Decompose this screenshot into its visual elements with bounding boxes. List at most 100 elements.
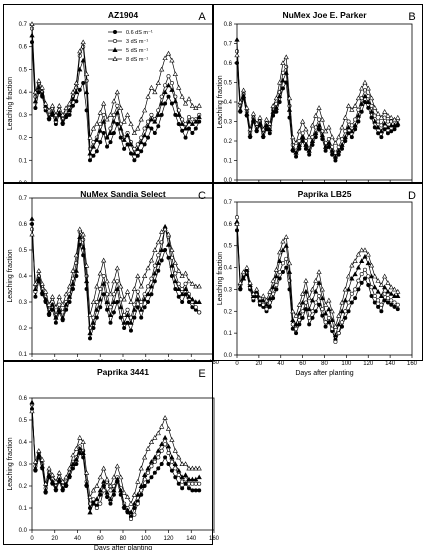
data-point bbox=[365, 99, 371, 104]
data-point bbox=[336, 152, 341, 157]
data-point bbox=[131, 150, 137, 156]
data-point bbox=[83, 262, 90, 268]
data-point bbox=[39, 84, 45, 90]
data-point bbox=[356, 278, 361, 283]
data-point bbox=[189, 281, 195, 286]
data-point bbox=[135, 273, 141, 278]
data-point bbox=[46, 309, 52, 315]
data-point bbox=[128, 328, 133, 333]
data-point bbox=[165, 443, 172, 449]
data-point bbox=[349, 135, 354, 140]
data-point bbox=[131, 130, 137, 136]
data-point bbox=[29, 227, 34, 232]
data-point bbox=[322, 144, 329, 149]
data-point bbox=[142, 454, 148, 460]
data-point bbox=[66, 294, 73, 299]
data-point bbox=[186, 465, 192, 471]
data-point bbox=[73, 445, 79, 451]
data-point bbox=[300, 118, 306, 124]
data-point bbox=[163, 455, 168, 460]
x-tick-label: 80 bbox=[321, 361, 328, 367]
data-point bbox=[169, 459, 174, 464]
data-point bbox=[107, 483, 114, 488]
data-point bbox=[159, 448, 164, 453]
data-point bbox=[332, 140, 339, 145]
data-point bbox=[111, 292, 116, 297]
chart-panel-a: AZ1904A0204060801001201401600.00.10.20.3… bbox=[3, 4, 220, 205]
data-point bbox=[152, 131, 157, 136]
data-point bbox=[88, 158, 93, 163]
x-tick-label: 60 bbox=[97, 536, 104, 542]
data-point bbox=[108, 501, 113, 506]
legend-label: 8 dS m⁻¹ bbox=[126, 57, 148, 63]
data-point bbox=[182, 270, 189, 276]
data-point bbox=[33, 294, 38, 299]
data-point bbox=[77, 445, 83, 451]
data-point bbox=[322, 310, 329, 316]
data-point bbox=[349, 300, 354, 305]
data-point bbox=[73, 268, 79, 273]
data-point bbox=[169, 437, 175, 442]
x-tick-label: 140 bbox=[186, 536, 197, 542]
data-point bbox=[80, 231, 86, 237]
data-point bbox=[32, 98, 39, 104]
data-point bbox=[135, 305, 140, 310]
data-point bbox=[166, 255, 171, 260]
data-point bbox=[379, 309, 384, 314]
data-point bbox=[121, 137, 127, 142]
data-point bbox=[300, 134, 306, 140]
data-point bbox=[29, 32, 35, 38]
data-point bbox=[273, 95, 279, 101]
data-point bbox=[128, 509, 134, 515]
data-point bbox=[359, 272, 364, 277]
data-point bbox=[63, 105, 69, 111]
y-tick-label: 0.3 bbox=[19, 300, 28, 306]
data-point bbox=[193, 481, 198, 486]
data-point bbox=[29, 408, 35, 414]
data-point bbox=[300, 309, 305, 314]
data-point bbox=[108, 305, 113, 310]
data-point bbox=[46, 107, 52, 113]
data-point bbox=[391, 286, 398, 292]
data-point bbox=[166, 74, 171, 79]
data-point bbox=[80, 439, 86, 444]
y-axis-label: Leaching fraction bbox=[7, 249, 14, 302]
data-point bbox=[313, 130, 319, 136]
data-point bbox=[267, 288, 273, 294]
y-tick-label: 0.1 bbox=[19, 352, 28, 358]
data-point bbox=[118, 105, 124, 111]
series-4 bbox=[234, 52, 401, 145]
data-point bbox=[163, 101, 168, 106]
data-point bbox=[67, 112, 72, 117]
data-point bbox=[173, 475, 178, 480]
data-point bbox=[179, 474, 185, 480]
data-point bbox=[90, 320, 97, 325]
data-point bbox=[342, 297, 348, 303]
data-point bbox=[108, 488, 113, 493]
data-point bbox=[283, 54, 289, 60]
data-point bbox=[156, 466, 161, 471]
data-point bbox=[353, 127, 358, 132]
data-point bbox=[60, 301, 66, 307]
data-point bbox=[277, 258, 283, 263]
y-tick-label: 0.5 bbox=[224, 244, 233, 250]
data-point bbox=[339, 299, 345, 305]
data-point bbox=[107, 312, 114, 317]
data-point bbox=[74, 99, 79, 104]
data-point bbox=[362, 93, 368, 99]
data-point bbox=[169, 273, 174, 278]
data-point bbox=[98, 305, 103, 310]
data-point bbox=[118, 283, 124, 289]
data-point bbox=[372, 293, 377, 298]
data-point bbox=[290, 134, 296, 140]
data-point bbox=[395, 302, 400, 307]
data-point bbox=[180, 479, 185, 484]
data-point bbox=[382, 298, 387, 303]
data-point bbox=[359, 101, 365, 106]
data-point bbox=[240, 87, 247, 93]
data-point bbox=[53, 485, 59, 491]
data-point bbox=[277, 249, 283, 255]
x-tick-label: 0 bbox=[235, 361, 239, 367]
data-point bbox=[280, 77, 286, 83]
data-point bbox=[46, 472, 52, 477]
